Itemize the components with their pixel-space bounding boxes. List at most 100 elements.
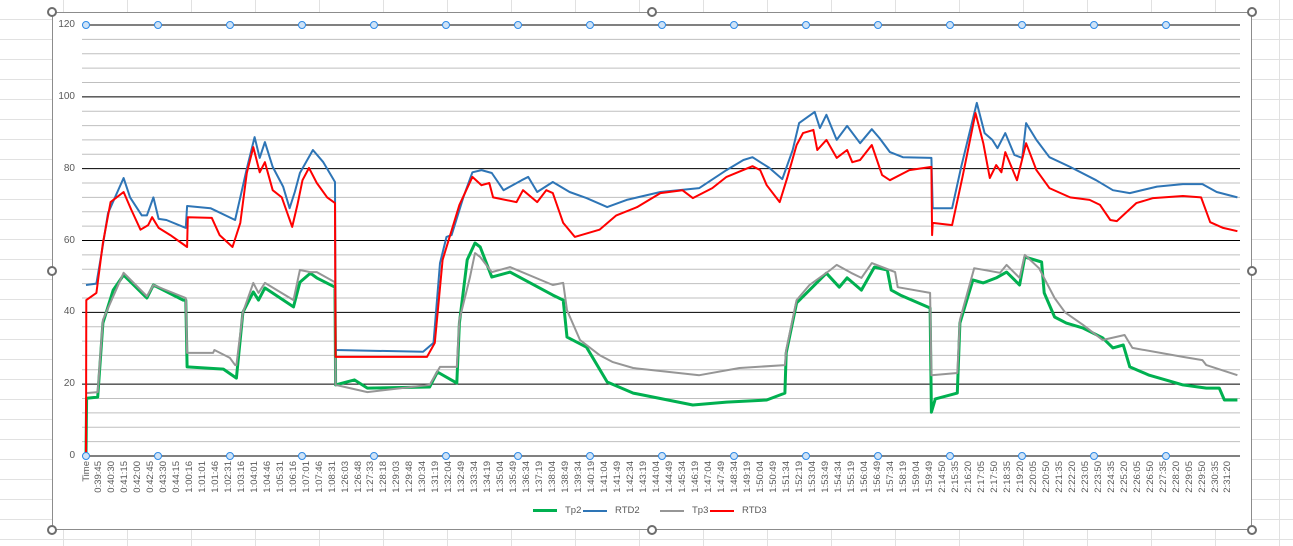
x-tick-label: 2:15:35	[949, 461, 961, 493]
x-tick-label: 0:44:15	[170, 461, 182, 493]
x-tick-label: 2:20:50	[1040, 461, 1052, 493]
gridline-selection-handle	[154, 21, 162, 29]
legend-label-tp3: Tp3	[692, 505, 709, 516]
legend-swatch-tp2	[533, 509, 557, 512]
x-tick-label: 0:39:45	[92, 461, 104, 493]
x-tick-label: 1:44:04	[651, 461, 663, 493]
x-tick-label: 1:03:16	[235, 461, 247, 493]
gridline-selection-handle	[874, 452, 882, 460]
x-tick-label: 1:04:46	[261, 461, 273, 493]
legend-item-tp3[interactable]: Tp3	[660, 505, 708, 516]
resize-handle-bottom-left[interactable]	[47, 525, 57, 535]
x-tick-label: 0:41:15	[118, 461, 130, 493]
gridline-selection-handle	[226, 21, 234, 29]
x-tick-label: 1:35:49	[508, 461, 520, 493]
x-tick-label: 1:53:04	[806, 461, 818, 493]
resize-handle-top-left[interactable]	[47, 7, 57, 17]
x-tick-label: 1:38:49	[560, 461, 572, 493]
x-tick-label: 1:41:49	[612, 461, 624, 493]
resize-handle-bottom-right[interactable]	[1247, 525, 1257, 535]
resize-handle-top[interactable]	[647, 7, 657, 17]
x-tick-label: 1:41:04	[599, 461, 611, 493]
x-tick-label: 0:40:30	[105, 461, 117, 493]
resize-handle-left[interactable]	[47, 266, 57, 276]
gridline-selection-handle	[514, 21, 522, 29]
x-tick-label: 2:23:05	[1079, 461, 1091, 493]
x-tick-label: 0:42:00	[131, 461, 143, 493]
x-tick-label: 1:07:01	[300, 461, 312, 493]
gridline-selection-handle	[154, 452, 162, 460]
chart-area[interactable]	[52, 12, 1252, 530]
gridline-selection-handle	[1090, 452, 1098, 460]
x-tick-label: 1:47:04	[703, 461, 715, 493]
x-tick-label: 1:54:34	[832, 461, 844, 493]
x-tick-label: 2:27:35	[1157, 461, 1169, 493]
gridline-selection-handle	[802, 452, 810, 460]
legend-swatch-rtd2	[583, 509, 607, 512]
series-line-rtd3	[85, 112, 1238, 457]
gridline-selection-handle	[1018, 452, 1026, 460]
x-tick-label: 2:18:35	[1001, 461, 1013, 493]
x-tick-label: 1:30:34	[417, 461, 429, 493]
series-line-tp3	[85, 252, 1238, 395]
x-tick-label: 1:26:48	[352, 461, 364, 493]
x-tick-label: 1:42:34	[625, 461, 637, 493]
gridline-selection-handle	[730, 452, 738, 460]
x-tick-label: 1:45:34	[677, 461, 689, 493]
x-tick-label: 1:01:01	[196, 461, 208, 493]
gridline-selection-handle	[586, 21, 594, 29]
x-tick-label: 2:23:50	[1092, 461, 1104, 493]
x-tick-label: 1:04:01	[248, 461, 260, 493]
gridline-selection-handle	[730, 21, 738, 29]
x-tick-label: 2:28:20	[1170, 461, 1182, 493]
x-tick-label: 2:26:50	[1144, 461, 1156, 493]
x-tick-label: 1:01:46	[209, 461, 221, 493]
gridline-selection-handle	[370, 452, 378, 460]
x-tick-label: 1:32:49	[456, 461, 468, 493]
legend-item-rtd2[interactable]: RTD2	[583, 505, 640, 516]
x-tick-label: 1:56:04	[858, 461, 870, 493]
x-tick-label: 2:30:35	[1209, 461, 1221, 493]
legend-item-rtd3[interactable]: RTD3	[710, 505, 767, 516]
y-tick-label: 100	[58, 90, 75, 102]
x-tick-label: 1:52:19	[793, 461, 805, 493]
x-tick-label: 1:29:48	[404, 461, 416, 493]
gridline-selection-handle	[946, 452, 954, 460]
gridline-selection-handle	[1162, 21, 1170, 29]
x-tick-label: 1:00:16	[183, 461, 195, 493]
resize-handle-right[interactable]	[1247, 266, 1257, 276]
x-tick-label: 1:02:31	[222, 461, 234, 493]
x-tick-label: 1:36:34	[521, 461, 533, 493]
y-tick-label: 60	[63, 234, 75, 246]
resize-handle-top-right[interactable]	[1247, 7, 1257, 17]
x-tick-label: 2:14:50	[936, 461, 948, 493]
x-tick-label: 2:19:20	[1014, 461, 1026, 493]
y-tick-label: 120	[58, 19, 75, 30]
x-tick-label: 2:29:05	[1183, 461, 1195, 493]
x-tick-label: 1:48:34	[729, 461, 741, 493]
x-tick-label: 2:20:05	[1027, 461, 1039, 493]
x-tick-label: 1:29:03	[391, 461, 403, 493]
x-tick-label: 1:37:19	[534, 461, 546, 493]
gridline-selection-handle	[298, 452, 306, 460]
y-tick-label: 20	[63, 378, 75, 390]
legend-item-tp2[interactable]: Tp2	[533, 505, 581, 516]
x-tick-label: 1:34:19	[482, 461, 494, 493]
x-tick-label: 2:25:20	[1118, 461, 1130, 493]
gridline-selection-handle	[586, 452, 594, 460]
series-line-rtd2	[85, 101, 1238, 353]
legend-label-rtd3: RTD3	[742, 505, 767, 516]
x-tick-label: 2:17:50	[988, 461, 1000, 493]
resize-handle-bottom[interactable]	[647, 525, 657, 535]
x-tick-label: 0:43:30	[157, 461, 169, 493]
x-axis-title-time: Time	[80, 461, 92, 482]
gridline-selection-handle	[1090, 21, 1098, 29]
x-tick-label: 1:05:31	[274, 461, 286, 493]
x-tick-label: 2:16:20	[962, 461, 974, 493]
gridline-selection-handle	[298, 21, 306, 29]
legend[interactable]: Tp2 RTD2 Tp3 RTD3	[0, 505, 1293, 519]
gridline-selection-handle	[82, 21, 90, 29]
x-tick-label: 1:40:19	[586, 461, 598, 493]
y-tick-label: 40	[63, 306, 75, 318]
